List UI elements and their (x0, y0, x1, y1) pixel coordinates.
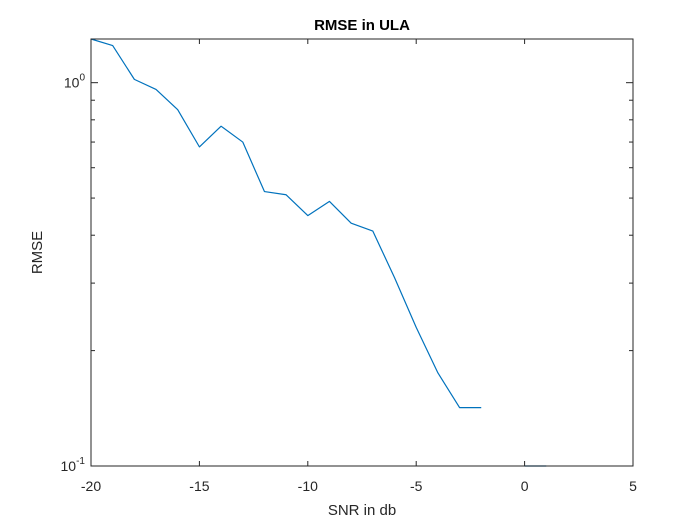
plot-area (91, 39, 633, 466)
x-axis-label: SNR in db (328, 502, 396, 519)
x-tick-label: 5 (629, 478, 637, 494)
y-tick-label: 100 (64, 73, 86, 91)
y-axis-label: RMSE (29, 231, 46, 274)
x-tick-label: -5 (410, 478, 423, 494)
x-tick-label: -20 (81, 478, 101, 494)
rmse-series-line (90, 38, 482, 409)
tick-labels: -20 -15 -10 -5 0 5 100 10-1 (61, 73, 638, 494)
x-tick-label: 0 (521, 478, 529, 494)
y-tick-label: 10-1 (61, 456, 86, 474)
chart-title: RMSE in ULA (314, 17, 410, 34)
x-tick-label: -10 (298, 478, 318, 494)
x-tick-label: -15 (189, 478, 209, 494)
axes-box (90, 38, 634, 467)
